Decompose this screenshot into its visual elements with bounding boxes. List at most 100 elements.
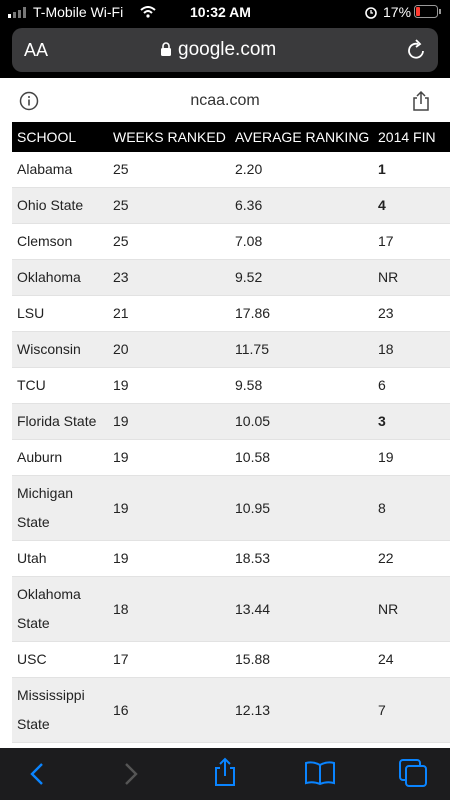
school-cell: Oklahoma: [12, 259, 108, 296]
column-header: 2014 FIN: [373, 122, 450, 152]
site-domain: ncaa.com: [190, 92, 260, 109]
school-cell: USC: [12, 641, 108, 678]
average-ranking-cell: 10.05: [230, 403, 373, 440]
table-row: Wisconsin 20 11.75 18: [12, 331, 450, 368]
school-cell: Ohio State: [12, 187, 108, 224]
weeks-ranked-cell: 25: [108, 187, 230, 224]
average-ranking-cell: 7.08: [230, 223, 373, 260]
info-button[interactable]: [19, 91, 39, 111]
final-ranking-cell: NR: [373, 742, 450, 748]
weeks-ranked-cell: 25: [108, 223, 230, 260]
average-ranking-cell: 9.58: [230, 367, 373, 404]
url-bar[interactable]: AA google.com: [12, 28, 438, 72]
weeks-ranked-cell: 19: [108, 403, 230, 440]
battery-percent: 17%: [383, 4, 412, 20]
school-cell: LSU: [12, 295, 108, 332]
table-row: Ohio State 25 6.36 4: [12, 187, 450, 224]
final-ranking-cell: NR: [373, 259, 450, 296]
weeks-ranked-cell: 23: [108, 259, 230, 296]
weeks-ranked-cell: 25: [108, 152, 230, 188]
weeks-ranked-cell: 15: [108, 742, 230, 748]
average-ranking-cell: 10.95: [230, 475, 373, 541]
column-header: SCHOOL: [12, 122, 108, 152]
final-ranking-cell: 24: [373, 641, 450, 678]
share-button[interactable]: [212, 757, 238, 787]
table-row: Utah 19 18.53 22: [12, 540, 450, 577]
reload-button[interactable]: [406, 39, 428, 61]
average-ranking-cell: 6.36: [230, 187, 373, 224]
final-ranking-cell: 6: [373, 367, 450, 404]
table-row: Michigan State 19 10.95 8: [12, 475, 450, 541]
share-button[interactable]: [411, 90, 431, 112]
school-cell: TCU: [12, 367, 108, 404]
table-row: Alabama 25 2.20 1: [12, 152, 450, 188]
table-row: LSU 21 17.86 23: [12, 295, 450, 332]
lock-icon: [161, 42, 171, 56]
weeks-ranked-cell: 19: [108, 367, 230, 404]
back-button[interactable]: [26, 761, 50, 787]
toolbar: [0, 748, 450, 800]
rankings-table: SCHOOL WEEKS RANKED AVERAGE RANKING 2014 FI…: [12, 122, 450, 748]
weeks-ranked-cell: 19: [108, 475, 230, 541]
battery-icon: [414, 5, 441, 18]
weeks-ranked-cell: 20: [108, 331, 230, 368]
school-cell: Mississippi State: [12, 677, 108, 743]
average-ranking-cell: 18.53: [230, 540, 373, 577]
status-bar: T-Mobile Wi-Fi 10:32 AM 17%: [0, 0, 450, 24]
final-ranking-cell: 18: [373, 331, 450, 368]
weeks-ranked-cell: 19: [108, 540, 230, 577]
signal-icon: [8, 7, 26, 18]
tabs-button[interactable]: [398, 758, 430, 788]
average-ranking-cell: 8.27: [230, 742, 373, 748]
average-ranking-cell: 12.13: [230, 677, 373, 743]
alarm-icon: [365, 7, 377, 19]
table-row: Mississippi State 16 12.13 7: [12, 677, 450, 743]
school-cell: Oklahoma State: [12, 576, 108, 642]
text-size-button[interactable]: AA: [24, 40, 49, 60]
school-cell: Utah: [12, 540, 108, 577]
final-ranking-cell: 19: [373, 439, 450, 476]
final-ranking-cell: 17: [373, 223, 450, 260]
weeks-ranked-cell: 16: [108, 677, 230, 743]
average-ranking-cell: 13.44: [230, 576, 373, 642]
bookmarks-button[interactable]: [304, 760, 336, 786]
average-ranking-cell: 15.88: [230, 641, 373, 678]
school-cell: Auburn: [12, 439, 108, 476]
average-ranking-cell: 9.52: [230, 259, 373, 296]
average-ranking-cell: 10.58: [230, 439, 373, 476]
school-cell: Notre Dame: [12, 742, 108, 748]
final-ranking-cell: 8: [373, 475, 450, 541]
average-ranking-cell: 17.86: [230, 295, 373, 332]
carrier: T-Mobile Wi-Fi: [33, 4, 124, 20]
final-ranking-cell: 3: [373, 403, 450, 440]
table-row: Florida State 19 10.05 3: [12, 403, 450, 440]
table-row: TCU 19 9.58 6: [12, 367, 450, 404]
column-header: WEEKS RANKED: [108, 122, 230, 152]
final-ranking-cell: NR: [373, 576, 450, 642]
average-ranking-cell: 11.75: [230, 331, 373, 368]
site-bar: ncaa.com: [0, 78, 450, 122]
weeks-ranked-cell: 21: [108, 295, 230, 332]
weeks-ranked-cell: 17: [108, 641, 230, 678]
final-ranking-cell: 7: [373, 677, 450, 743]
final-ranking-cell: 23: [373, 295, 450, 332]
table-row: Auburn 19 10.58 19: [12, 439, 450, 476]
column-header: AVERAGE RANKING: [230, 122, 373, 152]
url-domain: google.com: [178, 39, 277, 60]
clock: 10:32 AM: [190, 4, 251, 20]
table-row: Oklahoma 23 9.52 NR: [12, 259, 450, 296]
school-cell: Florida State: [12, 403, 108, 440]
average-ranking-cell: 2.20: [230, 152, 373, 188]
final-ranking-cell: 1: [373, 152, 450, 188]
school-cell: Michigan State: [12, 475, 108, 541]
final-ranking-cell: 22: [373, 540, 450, 577]
forward-button[interactable]: [118, 761, 142, 787]
school-cell: Clemson: [12, 223, 108, 260]
table-row: USC 17 15.88 24: [12, 641, 450, 678]
final-ranking-cell: 4: [373, 187, 450, 224]
table-row: Notre Dame158.27NR: [12, 742, 450, 748]
table-row: Oklahoma State 18 13.44 NR: [12, 576, 450, 642]
weeks-ranked-cell: 19: [108, 439, 230, 476]
header-row: SCHOOL WEEKS RANKED AVERAGE RANKING 2014 FI…: [12, 122, 450, 152]
